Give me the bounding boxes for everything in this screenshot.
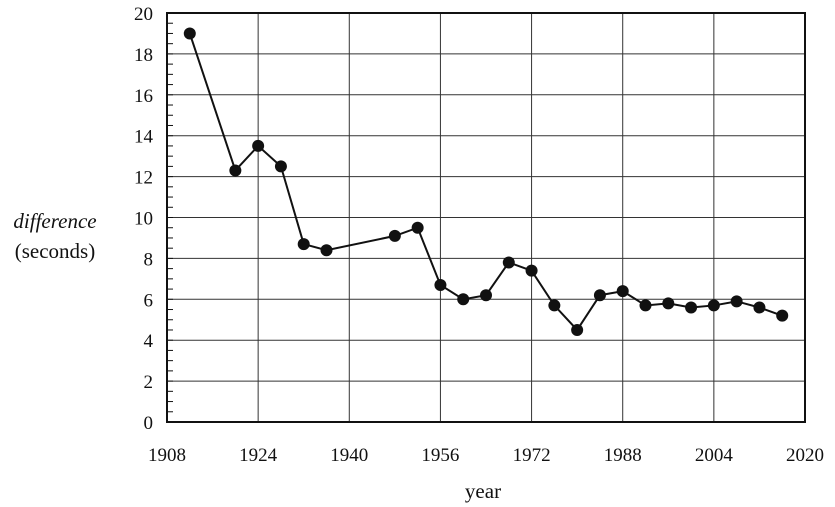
x-tick-label-1972: 1972 xyxy=(513,445,551,466)
y-tick-label-8: 8 xyxy=(144,249,154,270)
y-tick-label-12: 12 xyxy=(134,168,153,189)
y-tick-label-16: 16 xyxy=(134,86,153,107)
data-point-1920 xyxy=(229,164,242,177)
x-tick-label-1956: 1956 xyxy=(421,445,459,466)
data-point-2004 xyxy=(707,299,720,312)
y-tick-label-14: 14 xyxy=(134,127,154,148)
data-point-1964 xyxy=(480,289,492,302)
data-point-1928 xyxy=(274,160,287,173)
grid-lines xyxy=(166,12,806,423)
data-point-2016 xyxy=(776,309,789,322)
y-tick-label-4: 4 xyxy=(144,331,154,352)
x-tick-label-1908: 1908 xyxy=(148,445,186,466)
y-tick-label-18: 18 xyxy=(134,45,153,66)
y-tick-label-20: 20 xyxy=(134,4,153,25)
data-point-1992 xyxy=(639,299,652,312)
series-line xyxy=(188,33,783,332)
data-point-1936 xyxy=(320,244,333,257)
data-point-1924 xyxy=(252,139,265,152)
data-point-1912 xyxy=(183,27,196,40)
x-tick-label-2020: 2020 xyxy=(786,445,824,466)
data-point-1988 xyxy=(616,285,629,298)
y-tick-label-10: 10 xyxy=(134,209,153,230)
y-axis-label-line1: difference xyxy=(13,209,96,233)
data-point-1948 xyxy=(388,229,401,242)
data-point-1996 xyxy=(662,297,675,310)
data-point-1984 xyxy=(593,289,606,302)
x-tick-labels: 1908 1924 1940 1956 1972 1988 2004 2020 xyxy=(148,445,824,466)
y-tick-label-0: 0 xyxy=(144,413,154,434)
y-tick-labels: 0 2 4 6 8 10 12 14 16 18 20 xyxy=(134,4,154,434)
data-point-2000 xyxy=(685,301,698,314)
data-points xyxy=(183,27,789,336)
y-minor-ticks xyxy=(167,12,173,423)
x-tick-label-2004: 2004 xyxy=(695,445,734,466)
data-point-2008 xyxy=(730,295,743,308)
data-point-1980 xyxy=(571,323,584,336)
plot-frame xyxy=(166,12,806,423)
data-point-1968 xyxy=(502,256,515,269)
x-tick-label-1988: 1988 xyxy=(604,445,642,466)
x-tick-label-1924: 1924 xyxy=(239,445,278,466)
y-tick-label-6: 6 xyxy=(144,290,154,311)
y-axis-label-line2: (seconds) xyxy=(15,239,95,263)
data-point-1972 xyxy=(525,264,538,277)
data-point-2012 xyxy=(753,301,766,314)
data-point-1932 xyxy=(297,238,310,251)
data-point-1956 xyxy=(434,278,447,291)
x-axis-label: year xyxy=(465,479,501,503)
data-point-1976 xyxy=(548,299,561,312)
y-tick-label-2: 2 xyxy=(144,372,154,393)
data-point-1960 xyxy=(457,293,470,306)
x-tick-label-1940: 1940 xyxy=(330,445,368,466)
data-point-1952 xyxy=(411,221,424,234)
